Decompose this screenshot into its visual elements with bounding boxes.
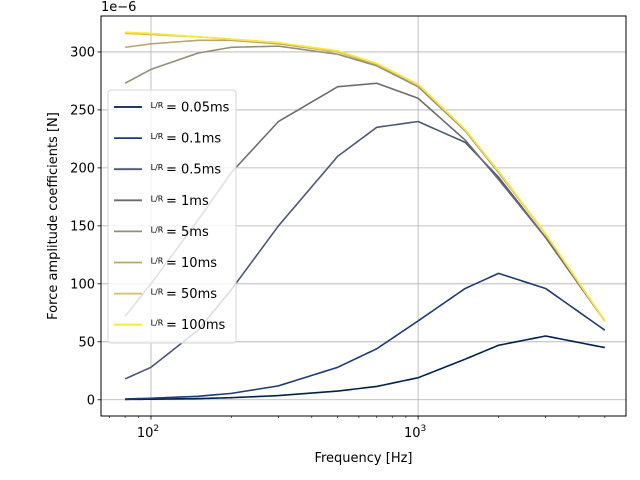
- plot-frame: [100, 15, 627, 417]
- legend-label: = 50ms: [166, 287, 217, 302]
- legend-fraction: L/R: [151, 288, 164, 297]
- legend-box: [107, 89, 237, 344]
- series-line: [125, 335, 606, 401]
- series-line: [125, 31, 606, 322]
- y-tick-label: 0: [87, 393, 95, 408]
- series-line: [125, 272, 606, 400]
- legend-fraction: L/R: [151, 163, 164, 172]
- legend-label: = 10ms: [166, 256, 217, 271]
- y-tick-label: 200: [70, 161, 95, 176]
- legend-fraction: L/R: [151, 319, 164, 328]
- x-tick-label: 102: [137, 424, 159, 441]
- legend-label: = 0.5ms: [166, 163, 221, 178]
- x-tick-base: 10: [404, 426, 421, 441]
- x-tick-base: 10: [137, 426, 154, 441]
- y-tick-label: 50: [78, 335, 95, 350]
- legend-fraction: L/R: [151, 225, 164, 234]
- legend-label: = 0.05ms: [166, 101, 230, 116]
- y-axis-ticks: 0 50 100 150 200 250 300: [70, 45, 101, 408]
- legend-label: = 5ms: [166, 225, 209, 240]
- y-axis-offset-text: 1e−6: [101, 0, 136, 15]
- x-tick-label: 103: [404, 424, 426, 441]
- y-tick-label: 250: [70, 103, 95, 118]
- x-tick-exponent: 3: [421, 424, 427, 434]
- legend-fraction: L/R: [151, 132, 164, 141]
- y-tick-label: 100: [70, 277, 95, 292]
- x-tick-exponent: 2: [153, 424, 159, 434]
- legend-label: = 1ms: [166, 194, 209, 209]
- legend-label: = 100ms: [166, 318, 226, 333]
- legend-fraction: L/R: [151, 101, 164, 110]
- y-tick-label: 150: [70, 219, 95, 234]
- legend-fraction: L/R: [151, 194, 164, 203]
- x-axis-ticks: 102 103: [109, 416, 606, 441]
- y-tick-label: 300: [70, 45, 95, 60]
- y-axis-label: Force amplitude coefficients [N]: [46, 112, 61, 320]
- x-axis-label: Frequency [Hz]: [314, 451, 412, 466]
- legend-label: = 0.1ms: [166, 132, 221, 147]
- legend-fraction: L/R: [151, 257, 164, 266]
